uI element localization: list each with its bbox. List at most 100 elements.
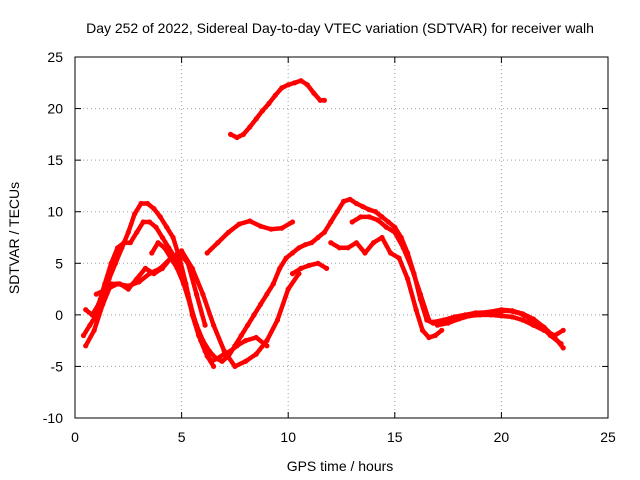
data-point xyxy=(125,229,131,235)
data-point xyxy=(200,291,206,297)
x-tick-label: 10 xyxy=(280,429,296,445)
data-point xyxy=(321,229,327,235)
data-point xyxy=(104,286,110,292)
data-point xyxy=(134,229,140,235)
data-point xyxy=(272,92,278,98)
data-point xyxy=(221,348,227,354)
data-point xyxy=(253,334,259,341)
data-point xyxy=(409,265,415,271)
data-point xyxy=(432,332,438,339)
data-point xyxy=(193,322,200,328)
data-point xyxy=(302,242,308,248)
data-point xyxy=(298,78,304,84)
series-track-7 xyxy=(228,78,327,140)
y-tick-label: 0 xyxy=(55,307,63,323)
x-axis-label: GPS time / hours xyxy=(287,458,394,474)
data-point xyxy=(181,281,187,287)
data-point xyxy=(95,301,102,308)
data-point xyxy=(279,85,285,91)
data-point xyxy=(477,310,483,316)
data-point xyxy=(211,322,217,328)
data-point xyxy=(228,131,234,137)
data-point xyxy=(289,219,296,225)
data-point xyxy=(257,301,264,308)
data-point xyxy=(324,265,330,271)
data-point xyxy=(383,224,389,230)
data-point xyxy=(240,131,246,137)
data-point xyxy=(426,334,432,341)
data-point xyxy=(441,317,447,323)
data-point xyxy=(89,312,95,318)
x-tick-label: 25 xyxy=(600,429,616,445)
data-point xyxy=(164,224,170,230)
data-point xyxy=(466,313,472,319)
x-tick-label: 15 xyxy=(387,429,403,445)
data-point xyxy=(328,240,334,246)
x-tick-label: 0 xyxy=(71,429,79,445)
data-point xyxy=(161,245,168,251)
data-point xyxy=(243,338,249,344)
axis-ticks: 0 5 10 15 20 25 -10 -5 0 5 10 15 20 25 xyxy=(43,49,616,445)
data-point xyxy=(87,322,93,328)
data-point xyxy=(370,240,377,246)
data-point xyxy=(91,327,97,333)
y-axis-label: SDTVAR / TECUs xyxy=(6,182,22,294)
data-point xyxy=(373,209,379,215)
y-tick-label: 25 xyxy=(47,49,63,65)
data-point xyxy=(157,214,163,220)
data-point xyxy=(236,221,242,227)
data-point xyxy=(445,320,451,326)
data-point xyxy=(264,291,270,297)
data-point xyxy=(509,308,515,314)
y-tick-label: 5 xyxy=(55,255,63,271)
grid-lines xyxy=(75,57,608,418)
x-tick-label: 5 xyxy=(178,429,186,445)
series-track-6 xyxy=(204,218,295,256)
plot-frame xyxy=(74,56,609,419)
data-point xyxy=(266,100,272,106)
data-point xyxy=(251,312,257,318)
data-point xyxy=(202,322,208,328)
data-point xyxy=(170,234,176,241)
data-point xyxy=(498,307,504,313)
data-point xyxy=(132,211,138,217)
data-point xyxy=(215,240,221,246)
y-tick-label: -10 xyxy=(43,410,63,426)
data-point xyxy=(257,223,264,229)
data-point xyxy=(430,319,436,325)
data-point xyxy=(219,358,225,364)
data-point xyxy=(157,265,163,271)
data-point xyxy=(193,291,200,297)
data-point xyxy=(264,338,270,344)
data-point xyxy=(144,200,151,207)
data-point xyxy=(298,265,304,271)
data-point xyxy=(174,265,180,271)
data-point xyxy=(115,245,121,251)
data-point xyxy=(179,248,185,254)
data-point xyxy=(279,225,285,231)
data-point xyxy=(434,322,440,328)
data-point xyxy=(274,317,281,323)
data-point xyxy=(138,200,144,207)
data-point xyxy=(232,363,238,369)
data-point xyxy=(206,348,212,354)
data-point xyxy=(245,322,251,328)
data-point xyxy=(277,265,283,271)
data-point xyxy=(405,276,411,282)
data-point xyxy=(289,271,296,277)
data-point xyxy=(93,291,99,297)
data-point xyxy=(234,134,240,141)
y-tick-label: 20 xyxy=(47,101,63,117)
data-point xyxy=(304,82,310,88)
data-point xyxy=(247,124,253,130)
data-point xyxy=(334,209,340,215)
data-point xyxy=(321,97,327,103)
data-point xyxy=(100,301,106,308)
data-point xyxy=(187,301,193,308)
data-point xyxy=(560,345,566,351)
data-point xyxy=(315,260,321,266)
data-point xyxy=(387,250,394,256)
chart-title: Day 252 of 2022, Sidereal Day-to-day VTE… xyxy=(86,20,594,36)
data-point xyxy=(341,198,347,204)
